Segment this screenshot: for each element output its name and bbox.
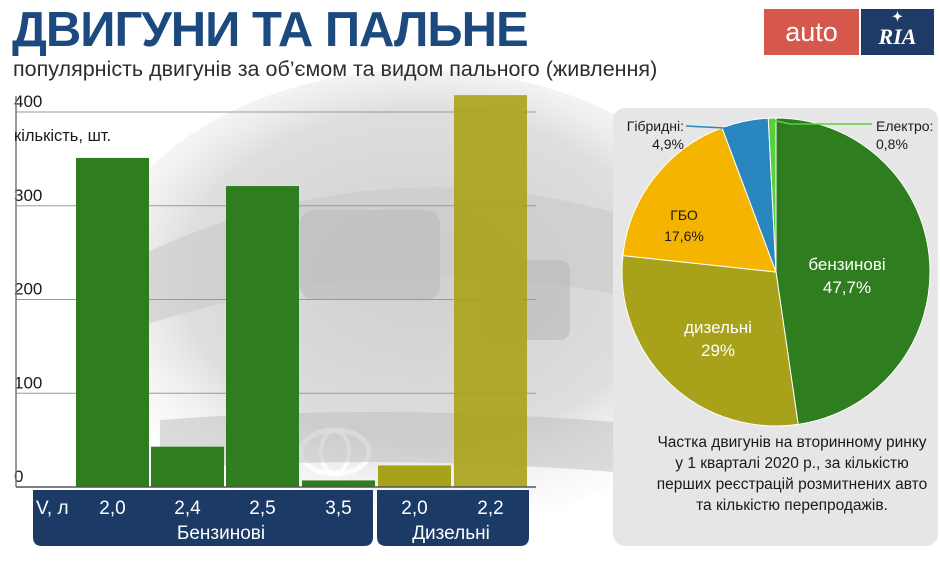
pie-value-label: 4,9%	[652, 136, 684, 152]
x-tick-label: 2,0	[99, 498, 125, 519]
bar-diesel	[378, 465, 451, 487]
bar-petrol	[76, 157, 149, 487]
y-tick-label: 400	[14, 92, 42, 111]
pie-label: бензинові	[808, 255, 885, 274]
group-label-petrol: Бензинові	[177, 523, 265, 544]
logo-ria-block: ✦ RIA	[861, 9, 934, 55]
pie-label: ГБО	[670, 207, 698, 223]
logo-ria-text: RIA	[878, 24, 917, 49]
x-axis-label: V, л	[36, 498, 69, 519]
pie-label: Електро:	[876, 118, 933, 134]
y-tick-label: 100	[14, 373, 42, 392]
y-tick-label: 200	[14, 280, 42, 299]
bar-diesel	[454, 95, 527, 487]
pie-slice	[775, 117, 931, 425]
pie-value-label: 17,6%	[664, 228, 704, 244]
bar-petrol	[226, 186, 299, 487]
y-axis-label: кількість, шт.	[14, 127, 111, 145]
y-tick-label: 300	[14, 186, 42, 205]
pie-slice	[622, 127, 777, 273]
pie-label: дизельні	[684, 318, 752, 337]
pie-value-label: 0,8%	[876, 136, 908, 152]
star-icon: ✦	[892, 9, 903, 24]
y-tick-label: 0	[14, 467, 23, 486]
x-tick-label: 3,5	[325, 498, 351, 519]
x-tick-label: 2,2	[477, 498, 503, 519]
petrol-group-band	[33, 490, 373, 546]
x-tick-label: 2,0	[401, 498, 427, 519]
pie-value-label: 29%	[701, 341, 735, 360]
autoria-logo: auto ✦ RIA	[764, 9, 934, 55]
page-subtitle: популярність двигунів за об’ємом та видо…	[13, 57, 658, 81]
diesel-group-band	[377, 490, 529, 546]
pie-slice	[767, 117, 777, 273]
x-tick-label: 2,5	[249, 498, 275, 519]
logo-auto-text: auto	[764, 9, 859, 55]
bar-petrol	[302, 480, 375, 487]
page-title: ДВИГУНИ ТА ПАЛЬНЕ	[12, 3, 529, 57]
electric-leader-line	[772, 119, 872, 125]
pie-slice	[621, 255, 799, 427]
pie-chart-note: Частка двигунів на вторинному ринку у 1 …	[656, 434, 928, 514]
group-label-diesel: Дизельні	[412, 523, 490, 544]
hybrid-leader-line	[685, 124, 746, 129]
pie-value-label: 47,7%	[823, 278, 871, 297]
pie-label: Гібридні:	[627, 118, 684, 134]
x-tick-label: 2,4	[174, 498, 201, 519]
bar-petrol	[151, 446, 224, 487]
